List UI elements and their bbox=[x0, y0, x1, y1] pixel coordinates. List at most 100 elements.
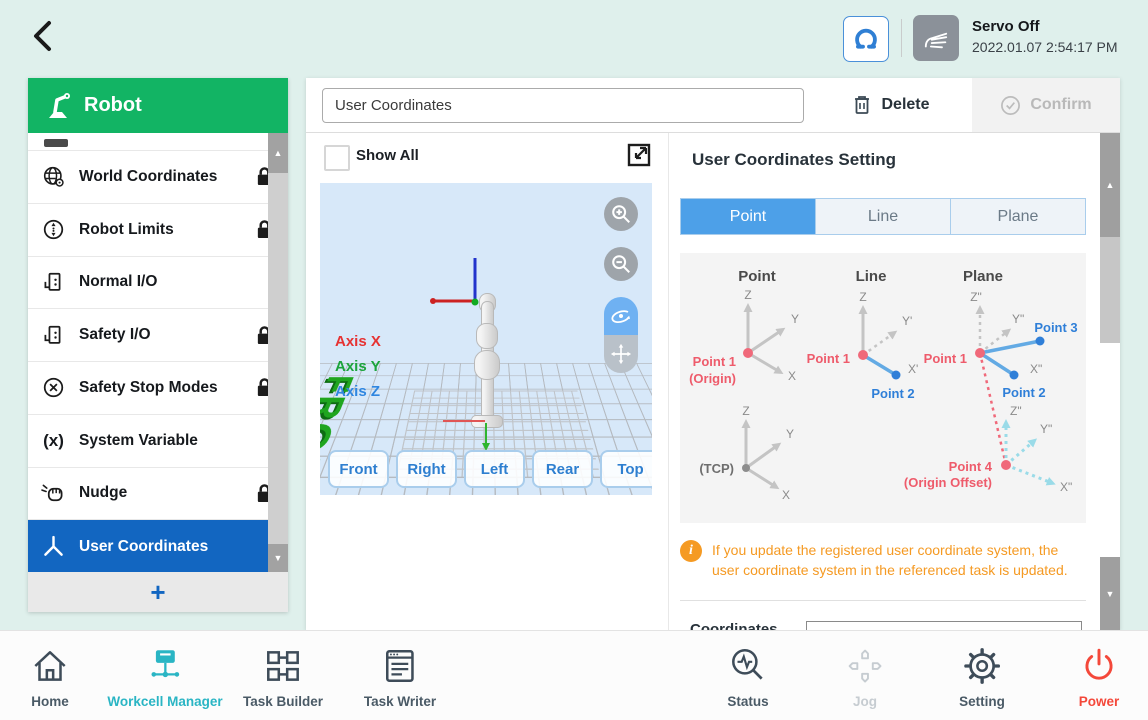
zoom-out-button[interactable] bbox=[604, 247, 638, 281]
robot-joint-lower bbox=[474, 350, 500, 380]
partial-icon bbox=[44, 139, 68, 147]
tab-plane[interactable]: Plane bbox=[951, 199, 1085, 234]
robot-base bbox=[471, 415, 503, 428]
pan-mode-button[interactable] bbox=[604, 335, 638, 373]
offset-y-label: Y" bbox=[1040, 422, 1052, 436]
coordinate-diagram: Point Line Plane Z Y X Point 1 (Origin) … bbox=[680, 253, 1086, 523]
editor-toprow: Delete Confirm bbox=[306, 78, 1120, 133]
robot-arm-icon bbox=[49, 92, 70, 118]
robot-joint-upper bbox=[476, 323, 498, 349]
hand-guide-badge[interactable] bbox=[913, 15, 959, 61]
sidebar-scrollbar[interactable]: ▲ ▼ bbox=[268, 133, 288, 572]
view-right-button[interactable]: Right bbox=[396, 450, 457, 488]
scroll-up-button[interactable]: ▲ bbox=[268, 133, 288, 173]
confirm-button[interactable]: Confirm bbox=[972, 78, 1120, 132]
sidebar-item-robot-limits[interactable]: Robot Limits bbox=[28, 204, 288, 257]
stop-x-icon bbox=[43, 378, 64, 398]
sidebar-item-nudge[interactable]: Nudge bbox=[28, 468, 288, 521]
nav-power[interactable]: Power bbox=[1078, 645, 1120, 709]
axis-z-label: Axis Z bbox=[335, 383, 381, 400]
view-front-button[interactable]: Front bbox=[328, 450, 389, 488]
check-circle-icon bbox=[1001, 95, 1021, 115]
jog-dpad-icon bbox=[848, 649, 882, 683]
nudge-hand-icon bbox=[41, 484, 63, 502]
main-panel: Delete Confirm Show All FRONT bbox=[306, 78, 1120, 630]
rotate-mode-button[interactable] bbox=[604, 297, 638, 335]
add-coordinate-button[interactable]: + bbox=[28, 572, 288, 612]
delete-button[interactable]: Delete bbox=[810, 78, 972, 132]
expand-icon bbox=[627, 143, 651, 167]
show-all-checkbox[interactable] bbox=[324, 145, 350, 171]
sidebar-item-world-coordinates[interactable]: World Coordinates bbox=[28, 151, 288, 204]
view-rear-button[interactable]: Rear bbox=[532, 450, 593, 488]
scroll-down-button[interactable]: ▼ bbox=[268, 544, 288, 572]
nav-jog[interactable]: Jog bbox=[844, 645, 886, 709]
plane-p3-label: Point 3 bbox=[1034, 320, 1077, 335]
sidebar-item-label: World Coordinates bbox=[79, 167, 218, 185]
sidebar-item-system-variable[interactable]: (x) System Variable bbox=[28, 415, 288, 468]
coordinates-field-label: Coordinates bbox=[690, 621, 778, 630]
point-p1-label: Point 1 bbox=[693, 354, 736, 369]
panel-divider bbox=[668, 133, 669, 630]
servo-status-text: Servo Off bbox=[972, 18, 1040, 35]
sidebar-item-partial[interactable] bbox=[28, 133, 288, 151]
info-message: i If you update the registered user coor… bbox=[680, 540, 1086, 581]
view-top-button[interactable]: Top bbox=[600, 450, 652, 488]
sidebar-item-safety-io[interactable]: Safety I/O bbox=[28, 309, 288, 362]
nav-label: Jog bbox=[852, 694, 877, 709]
view-buttons: Front Right Left Rear Top bbox=[328, 450, 652, 488]
show-all-label: Show All bbox=[356, 147, 419, 164]
settings-divider bbox=[680, 600, 1086, 601]
globe-icon bbox=[43, 167, 64, 188]
diagram-heading-plane: Plane bbox=[963, 268, 1003, 285]
point-x-label: X bbox=[788, 369, 796, 383]
power-icon bbox=[1085, 648, 1113, 680]
confirm-label: Confirm bbox=[1030, 96, 1092, 113]
axes-tripod-icon bbox=[44, 535, 63, 556]
plane-y-label: Y" bbox=[1012, 312, 1024, 326]
viewer-3d[interactable]: FRONT Axis X Axis Y Axis Z bbox=[320, 183, 652, 495]
scrollbar-thumb[interactable] bbox=[1100, 237, 1120, 343]
sidebar-item-label: System Variable bbox=[79, 431, 198, 449]
nav-setting[interactable]: Setting bbox=[959, 645, 1005, 709]
scroll-up-button[interactable]: ▲ bbox=[1100, 133, 1120, 237]
nav-label: Task Writer bbox=[363, 694, 437, 709]
tcp-x-label: X bbox=[782, 488, 790, 502]
trash-icon bbox=[855, 96, 870, 114]
scroll-down-button[interactable]: ▼ bbox=[1100, 557, 1120, 630]
nav-workcell-manager[interactable]: Workcell Manager bbox=[107, 645, 223, 709]
zoom-in-icon bbox=[612, 205, 630, 223]
tcp-y-label: Y bbox=[786, 427, 794, 441]
workcell-manager-icon bbox=[151, 650, 179, 678]
point-p1-sub-label: (Origin) bbox=[689, 371, 736, 386]
sidebar-list: World Coordinates Robot Limits bbox=[28, 133, 288, 572]
sidebar-item-normal-io[interactable]: Normal I/O bbox=[28, 257, 288, 310]
plane-z-label: Z" bbox=[970, 290, 982, 304]
coordinates-field-input[interactable] bbox=[806, 621, 1082, 630]
settings-scrollbar[interactable]: ▲ ▼ bbox=[1100, 133, 1120, 630]
view-left-button[interactable]: Left bbox=[464, 450, 525, 488]
expand-viewer-button[interactable] bbox=[626, 140, 654, 168]
nav-label: Setting bbox=[959, 694, 1005, 709]
nav-task-builder[interactable]: Task Builder bbox=[243, 645, 323, 709]
tab-line[interactable]: Line bbox=[816, 199, 951, 234]
nav-label: Status bbox=[727, 694, 769, 709]
tab-point[interactable]: Point bbox=[681, 199, 816, 234]
sidebar-item-user-coordinates[interactable]: User Coordinates bbox=[28, 520, 288, 572]
nav-task-writer[interactable]: Task Writer bbox=[364, 645, 436, 709]
sidebar-item-label: Safety I/O bbox=[79, 326, 151, 344]
line-z-label: Z bbox=[859, 290, 866, 304]
sidebar-item-safety-stop-modes[interactable]: Safety Stop Modes bbox=[28, 362, 288, 415]
nav-status[interactable]: Status bbox=[727, 645, 769, 709]
zoom-in-button[interactable] bbox=[604, 197, 638, 231]
io-icon bbox=[44, 272, 61, 291]
line-p2-label: Point 2 bbox=[871, 386, 914, 401]
nav-home[interactable]: Home bbox=[29, 645, 71, 709]
topbar-divider bbox=[901, 19, 902, 57]
back-button[interactable] bbox=[26, 18, 62, 54]
rotate-icon bbox=[611, 310, 630, 323]
coordinate-name-input[interactable] bbox=[322, 88, 804, 123]
plane-p4-sub-label: (Origin Offset) bbox=[904, 475, 992, 490]
cockpit-button[interactable] bbox=[843, 16, 889, 62]
info-icon: i bbox=[680, 540, 702, 562]
